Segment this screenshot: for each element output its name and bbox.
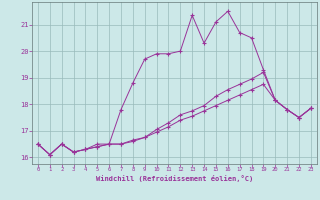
X-axis label: Windchill (Refroidissement éolien,°C): Windchill (Refroidissement éolien,°C) — [96, 175, 253, 182]
